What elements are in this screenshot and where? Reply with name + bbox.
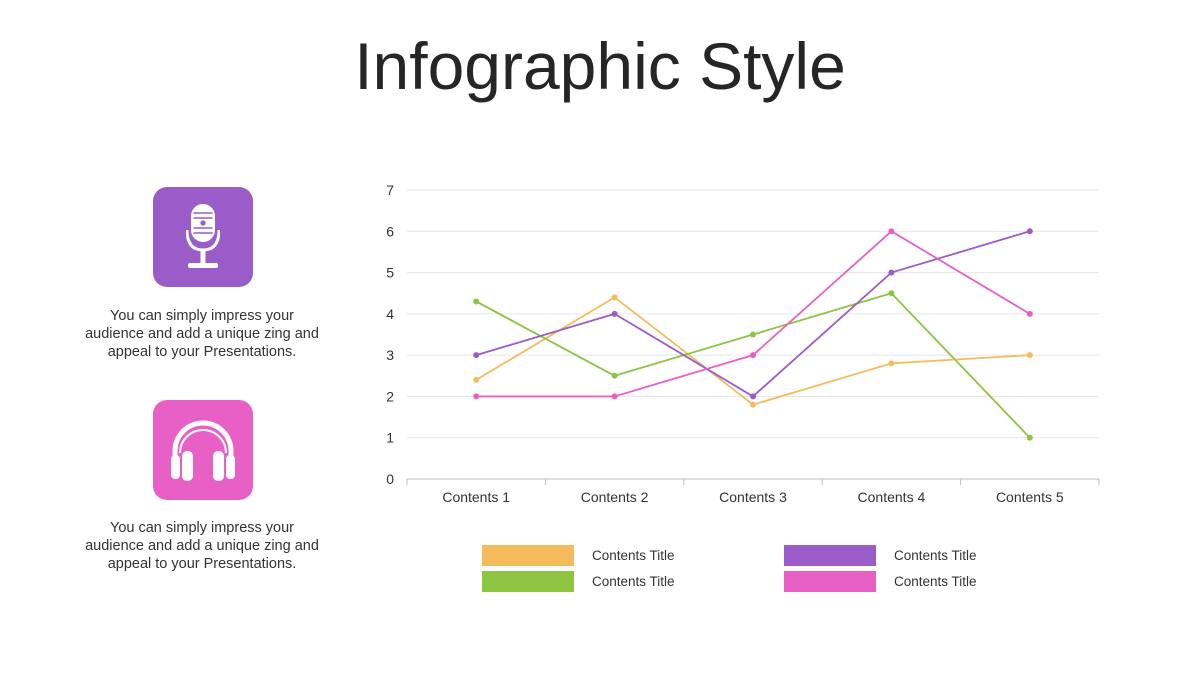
data-point xyxy=(611,393,618,400)
data-point xyxy=(473,352,480,359)
data-point xyxy=(1026,352,1033,359)
legend-label: Contents Title xyxy=(592,547,675,563)
data-point xyxy=(888,360,895,367)
x-tick-label: Contents 5 xyxy=(996,489,1064,505)
data-point xyxy=(611,310,618,317)
data-point xyxy=(750,401,756,408)
data-point xyxy=(473,298,480,305)
x-tick-label: Contents 1 xyxy=(442,489,510,505)
microphone-icon xyxy=(186,204,220,268)
data-point xyxy=(473,393,480,400)
data-point xyxy=(611,294,618,301)
y-tick-label: 2 xyxy=(386,388,394,404)
data-point xyxy=(473,376,480,383)
legend-swatch xyxy=(482,570,574,592)
legend-swatch xyxy=(784,544,876,566)
y-tick-label: 6 xyxy=(386,223,394,239)
legend-label: Contents Title xyxy=(894,547,977,563)
data-point xyxy=(1026,228,1033,235)
data-point xyxy=(1026,310,1033,317)
y-tick-label: 1 xyxy=(386,430,394,446)
data-point xyxy=(1026,434,1033,441)
x-tick-label: Contents 4 xyxy=(858,489,926,505)
data-point xyxy=(750,393,756,400)
data-point xyxy=(611,372,618,379)
data-point xyxy=(750,331,756,338)
data-point xyxy=(888,290,895,297)
y-tick-label: 5 xyxy=(386,265,394,281)
y-tick-label: 0 xyxy=(386,471,394,487)
legend-label: Contents Title xyxy=(592,573,675,589)
line-chart: 0 1 2 3 4 5 6 7 Contents 1 Contents 2 Contents 3 Co… xyxy=(386,182,1100,505)
legend-item: Contents Title xyxy=(482,570,675,592)
page-title: Infographic Style xyxy=(354,29,846,103)
x-tick-label: Contents 3 xyxy=(719,489,787,505)
data-point xyxy=(888,269,895,276)
legend-item: Contents Title xyxy=(784,544,977,566)
legend-item: Contents Title xyxy=(482,544,675,566)
legend-swatch xyxy=(482,544,574,566)
x-tick-label: Contents 2 xyxy=(581,489,649,505)
card-description: You can simply impress your audience and… xyxy=(85,308,319,360)
data-point xyxy=(888,228,895,235)
legend-swatch xyxy=(784,570,876,592)
headphones-icon xyxy=(171,420,235,481)
legend-label: Contents Title xyxy=(894,573,977,589)
y-tick-label: 3 xyxy=(386,347,394,363)
legend-item: Contents Title xyxy=(784,570,977,592)
card-description: You can simply impress your audience and… xyxy=(85,520,319,572)
data-point xyxy=(750,352,756,359)
headphones-tile xyxy=(153,400,253,500)
series-line xyxy=(475,292,1031,439)
y-tick-label: 4 xyxy=(386,306,394,322)
microphone-tile xyxy=(153,187,253,287)
y-tick-label: 7 xyxy=(386,182,394,198)
